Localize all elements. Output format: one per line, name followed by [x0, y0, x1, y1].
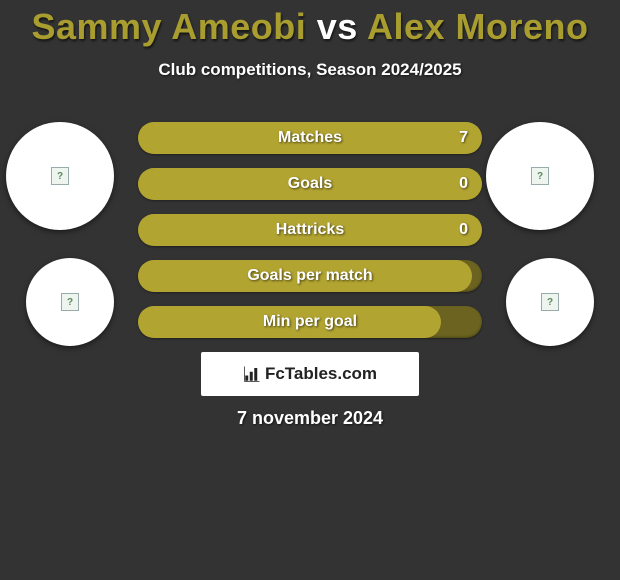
avatar-circle-2: ?	[486, 122, 594, 230]
avatar-circle-3: ?	[26, 258, 114, 346]
broken-image-icon: ?	[541, 293, 559, 311]
stat-bar-label: Goals	[288, 175, 332, 193]
brand-text: FcTables.com	[243, 364, 377, 384]
stat-bar-hattricks: Hattricks 0	[138, 214, 482, 246]
stat-bar-label: Goals per match	[247, 267, 372, 285]
avatar-circle-1: ?	[6, 122, 114, 230]
vs-separator: vs	[306, 6, 367, 47]
stat-bar-goals: Goals 0	[138, 168, 482, 200]
stat-bar-value: 0	[459, 221, 468, 239]
stat-bar-min-per-goal: Min per goal	[138, 306, 482, 338]
brand-badge: FcTables.com	[201, 352, 419, 396]
date-text: 7 november 2024	[0, 408, 620, 429]
broken-image-icon: ?	[51, 167, 69, 185]
stat-bar-value: 7	[459, 129, 468, 147]
bar-chart-icon	[243, 365, 261, 383]
stat-bar-value: 0	[459, 175, 468, 193]
brand-label: FcTables.com	[265, 364, 377, 384]
stat-bar-label: Hattricks	[276, 221, 344, 239]
stat-bar-label: Min per goal	[263, 313, 357, 331]
comparison-title: Sammy Ameobi vs Alex Moreno	[0, 0, 620, 48]
stat-bars: Matches 7 Goals 0 Hattricks 0 Goals per match M…	[138, 122, 482, 352]
broken-image-icon: ?	[61, 293, 79, 311]
stat-bar-matches: Matches 7	[138, 122, 482, 154]
broken-image-icon: ?	[531, 167, 549, 185]
player1-name: Sammy Ameobi	[31, 6, 306, 47]
avatar-circle-4: ?	[506, 258, 594, 346]
stat-bar-label: Matches	[278, 129, 342, 147]
player2-name: Alex Moreno	[367, 6, 589, 47]
subtitle: Club competitions, Season 2024/2025	[0, 60, 620, 80]
stat-bar-goals-per-match: Goals per match	[138, 260, 482, 292]
